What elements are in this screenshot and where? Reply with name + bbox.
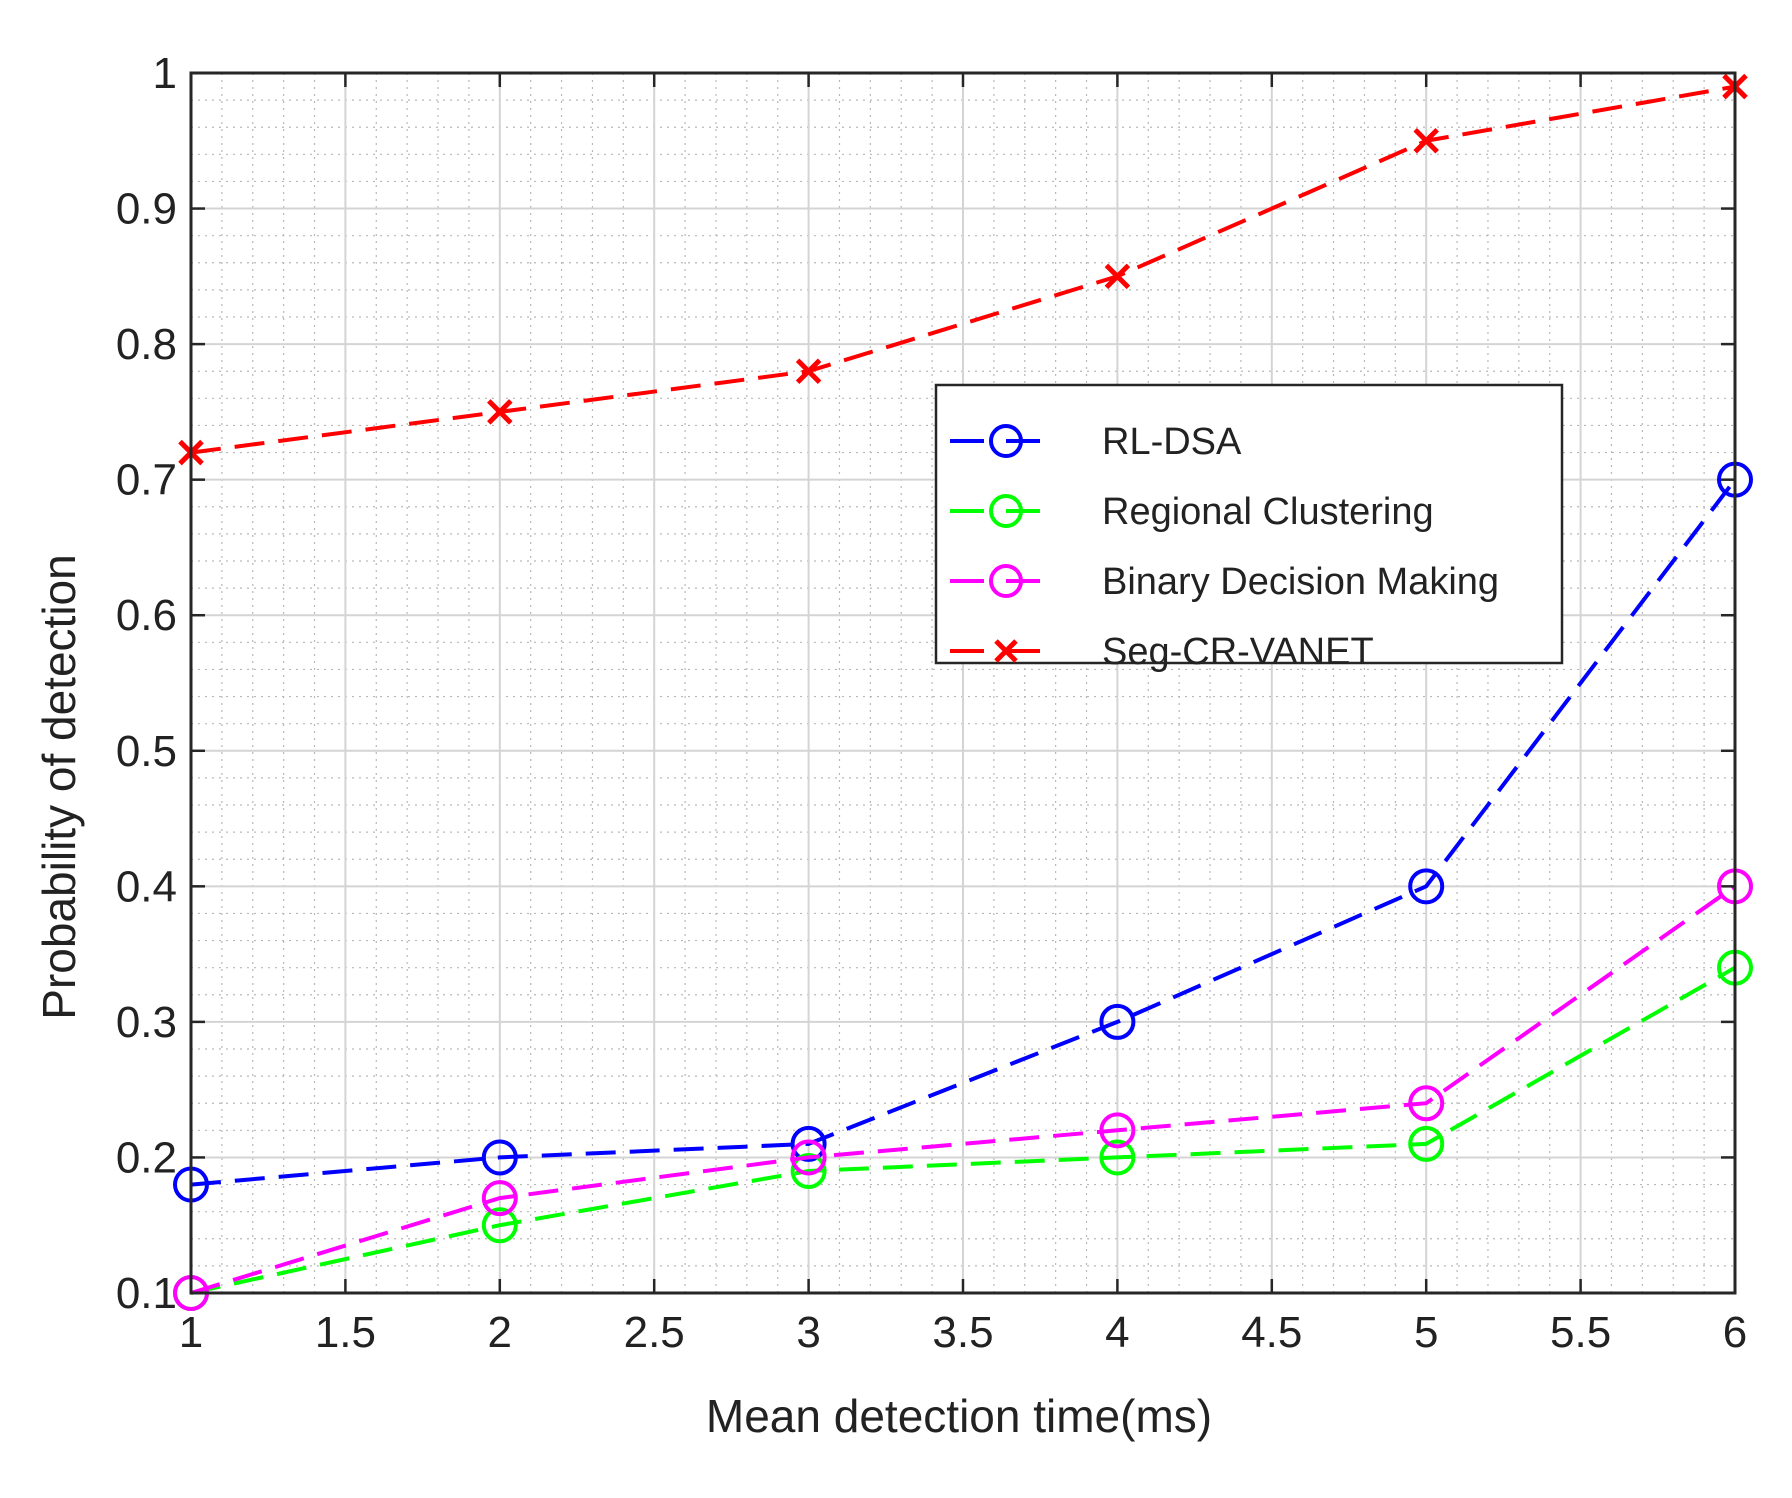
legend-label: RL-DSA bbox=[1102, 421, 1242, 463]
legend-item: Regional Clustering bbox=[950, 491, 1434, 533]
ticks: 1 1.5 2 2.5 3 3.5 4 4.5 5 5.5 6 0.1 0.2 0.3 0.4 0.5 0.6 0… bbox=[116, 49, 1747, 1357]
y-tick-label: 0.9 bbox=[116, 185, 177, 234]
x-tick-label: 1 bbox=[179, 1308, 203, 1357]
y-tick-label: 0.7 bbox=[116, 456, 177, 505]
data-point-x bbox=[1104, 263, 1131, 290]
data-point-circle bbox=[481, 1207, 518, 1244]
legend-label: Binary Decision Making bbox=[1102, 561, 1499, 603]
x-tick-label: 6 bbox=[1723, 1308, 1747, 1357]
data-point-circle bbox=[1099, 1003, 1136, 1040]
series-line bbox=[190, 478, 1737, 1187]
x-tick-label: 3.5 bbox=[932, 1308, 993, 1357]
legend-marker-circle bbox=[989, 424, 1023, 458]
data-point-circle bbox=[1408, 1085, 1445, 1122]
legend-item: RL-DSA bbox=[950, 421, 1242, 463]
legend-item: Seg-CR-VANET bbox=[950, 631, 1374, 673]
data-point-x bbox=[1413, 128, 1439, 154]
data-point-circle bbox=[481, 1180, 518, 1217]
x-tick-label: 2.5 bbox=[624, 1308, 685, 1357]
legend-label: Seg-CR-VANET bbox=[1102, 631, 1374, 673]
y-tick-label: 0.3 bbox=[116, 998, 177, 1047]
x-axis-label: Mean detection time(ms) bbox=[706, 1390, 1212, 1442]
y-tick-label: 0.4 bbox=[116, 862, 177, 911]
x-tick-label: 5.5 bbox=[1550, 1308, 1611, 1357]
x-tick-label: 4.5 bbox=[1241, 1308, 1302, 1357]
data-point-circle bbox=[790, 1153, 827, 1189]
data-point-circle bbox=[1408, 868, 1445, 905]
legend-box bbox=[934, 383, 1564, 665]
data-point-circle bbox=[481, 1139, 518, 1176]
series-seg-cr-vanet bbox=[178, 73, 1748, 466]
x-tick-label: 5 bbox=[1414, 1308, 1438, 1357]
x-tick-label: 3 bbox=[796, 1308, 820, 1357]
y-tick-label: 0.1 bbox=[116, 1269, 177, 1318]
data-point-x bbox=[795, 358, 822, 384]
y-tick-label: 0.8 bbox=[116, 320, 177, 369]
data-point-circle bbox=[1408, 1125, 1445, 1162]
data-point-circle bbox=[1099, 1112, 1136, 1149]
legend-marker-x bbox=[994, 639, 1018, 663]
y-tick-label: 0.2 bbox=[116, 1133, 177, 1182]
legend-item: Binary Decision Making bbox=[950, 561, 1499, 603]
x-tick-label: 2 bbox=[488, 1308, 512, 1357]
legend: RL-DSA Regional Clustering Binary Decision… bbox=[934, 383, 1564, 673]
y-tick-label: 0.6 bbox=[116, 591, 177, 640]
legend-marker-circle bbox=[989, 494, 1023, 528]
x-tick-label: 4 bbox=[1105, 1308, 1129, 1357]
legend-label: Regional Clustering bbox=[1102, 491, 1434, 533]
y-tick-label: 0.5 bbox=[116, 727, 177, 776]
data-point-x bbox=[487, 399, 513, 425]
y-axis-label: Probability of detection bbox=[33, 554, 85, 1019]
series-line bbox=[190, 84, 1736, 455]
data-point-circle bbox=[790, 1125, 827, 1162]
data-point-circle bbox=[1099, 1139, 1136, 1176]
series-line bbox=[190, 884, 1737, 1295]
data-point-circle bbox=[790, 1139, 827, 1176]
legend-marker-circle bbox=[989, 564, 1023, 598]
y-tick-label: 1 bbox=[153, 49, 177, 98]
x-tick-label: 1.5 bbox=[315, 1308, 376, 1357]
